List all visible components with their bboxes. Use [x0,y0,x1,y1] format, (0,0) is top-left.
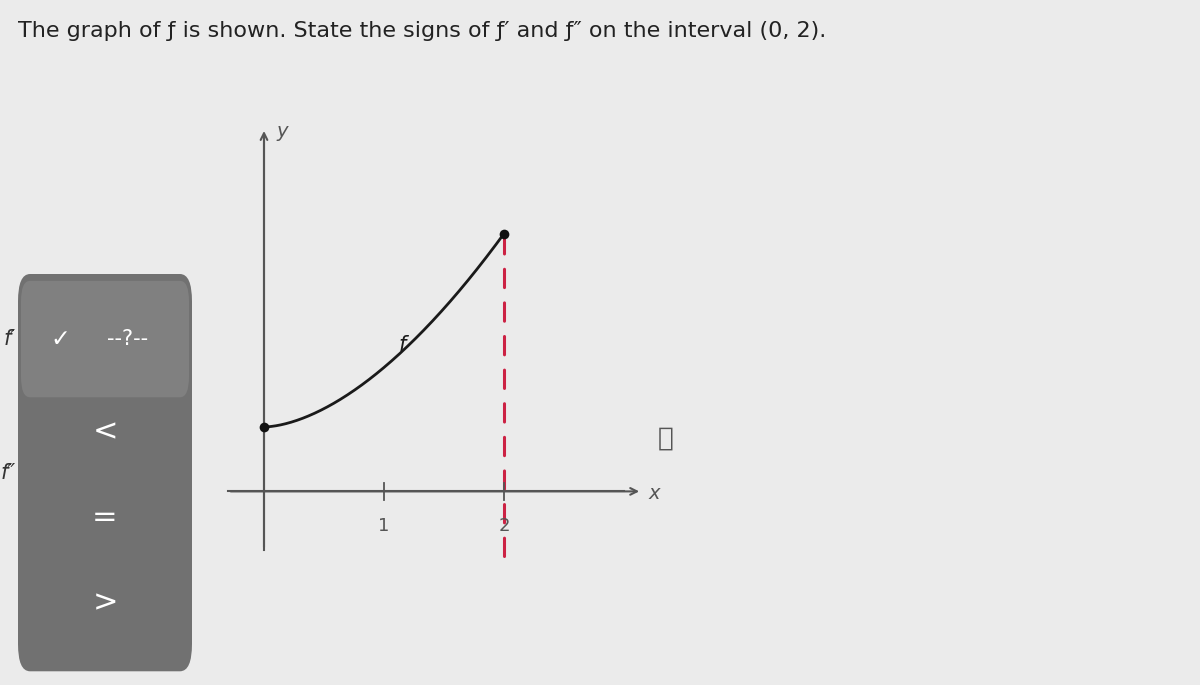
Text: f′: f′ [4,329,16,349]
Text: ✓: ✓ [50,327,70,351]
FancyBboxPatch shape [22,281,190,397]
Text: The graph of ƒ is shown. State the signs of ƒ′ and ƒ″ on the interval (0, 2).: The graph of ƒ is shown. State the signs… [18,21,827,40]
Text: >: > [92,588,118,617]
Text: 1: 1 [378,517,390,535]
Text: x: x [648,484,660,503]
Text: 2: 2 [498,517,510,535]
Text: --?--: --?-- [107,329,148,349]
Text: <: < [92,417,118,446]
Text: y: y [276,123,288,141]
FancyBboxPatch shape [18,274,192,671]
Text: =: = [92,503,118,532]
Text: f″: f″ [0,462,16,483]
Text: ⓘ: ⓘ [658,425,674,451]
Text: f: f [398,335,406,355]
